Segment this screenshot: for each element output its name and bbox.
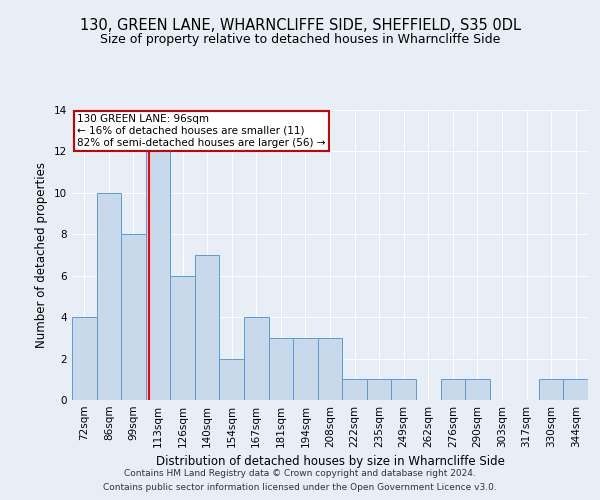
Text: 130, GREEN LANE, WHARNCLIFFE SIDE, SHEFFIELD, S35 0DL: 130, GREEN LANE, WHARNCLIFFE SIDE, SHEFF…	[79, 18, 521, 32]
Bar	[220, 358, 244, 400]
Text: Size of property relative to detached houses in Wharncliffe Side: Size of property relative to detached ho…	[100, 32, 500, 46]
Bar	[293, 338, 318, 400]
Bar	[563, 380, 588, 400]
Bar	[465, 380, 490, 400]
Text: 130 GREEN LANE: 96sqm
← 16% of detached houses are smaller (11)
82% of semi-deta: 130 GREEN LANE: 96sqm ← 16% of detached …	[77, 114, 326, 148]
Bar	[539, 380, 563, 400]
Bar	[440, 380, 465, 400]
Bar	[391, 380, 416, 400]
Bar	[318, 338, 342, 400]
X-axis label: Distribution of detached houses by size in Wharncliffe Side: Distribution of detached houses by size …	[155, 456, 505, 468]
Bar	[97, 193, 121, 400]
Y-axis label: Number of detached properties: Number of detached properties	[35, 162, 49, 348]
Text: Contains HM Land Registry data © Crown copyright and database right 2024.: Contains HM Land Registry data © Crown c…	[124, 468, 476, 477]
Bar	[342, 380, 367, 400]
Bar	[269, 338, 293, 400]
Bar	[146, 152, 170, 400]
Bar	[195, 255, 220, 400]
Text: Contains public sector information licensed under the Open Government Licence v3: Contains public sector information licen…	[103, 484, 497, 492]
Bar	[170, 276, 195, 400]
Bar	[121, 234, 146, 400]
Bar	[244, 317, 269, 400]
Bar	[367, 380, 391, 400]
Bar	[72, 317, 97, 400]
